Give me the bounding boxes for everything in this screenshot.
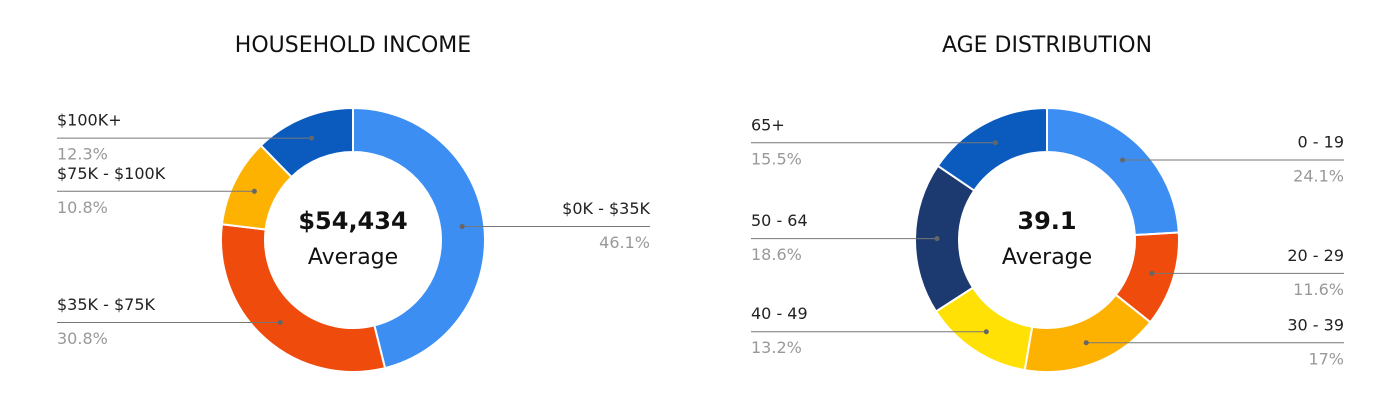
center-label: Average xyxy=(308,245,398,270)
legend-label: 40 - 49 xyxy=(751,304,808,323)
legend-label: 65+ xyxy=(751,115,785,134)
value-label: 10.8% xyxy=(57,198,108,217)
center-value: $54,434 xyxy=(298,207,407,235)
leader-dot xyxy=(1120,157,1126,163)
legend-label: 0 - 19 xyxy=(1298,133,1344,152)
chart-title: AGE DISTRIBUTION xyxy=(942,33,1152,58)
leader-dot xyxy=(277,320,283,326)
value-label: 11.6% xyxy=(1293,280,1344,299)
legend-label: $0K - $35K xyxy=(562,199,650,218)
legend-label: $35K - $75K xyxy=(57,295,156,314)
value-label: 12.3% xyxy=(57,145,108,164)
leader-dot xyxy=(983,329,989,335)
legend-label: $75K - $100K xyxy=(57,164,166,183)
donut-segment xyxy=(352,106,486,370)
legend-label: $100K+ xyxy=(57,111,122,130)
legend-label: 30 - 39 xyxy=(1287,315,1344,334)
center-label: Average xyxy=(1002,245,1092,270)
leader-dot xyxy=(993,140,999,146)
value-label: 18.6% xyxy=(751,245,802,264)
leader-dot xyxy=(309,135,315,141)
value-label: 13.2% xyxy=(751,338,802,357)
value-label: 15.5% xyxy=(751,149,802,168)
donut-segment xyxy=(220,223,387,373)
value-label: 24.1% xyxy=(1293,167,1344,186)
center-value: 39.1 xyxy=(1017,207,1076,235)
leader-dot xyxy=(1149,270,1155,276)
leader-dot xyxy=(934,236,940,242)
legend-label: 20 - 29 xyxy=(1287,246,1344,265)
donut-segment xyxy=(259,106,354,179)
value-label: 30.8% xyxy=(57,329,108,348)
leader-dot xyxy=(1083,340,1089,346)
donut-segment xyxy=(936,106,1048,192)
donut-segment xyxy=(1023,293,1152,373)
legend-label: 50 - 64 xyxy=(751,211,808,230)
chart-title: HOUSEHOLD INCOME xyxy=(235,33,471,58)
leader-dot xyxy=(459,224,465,230)
value-label: 46.1% xyxy=(599,233,650,252)
leader-dot xyxy=(251,188,257,194)
value-label: 17% xyxy=(1308,349,1344,368)
